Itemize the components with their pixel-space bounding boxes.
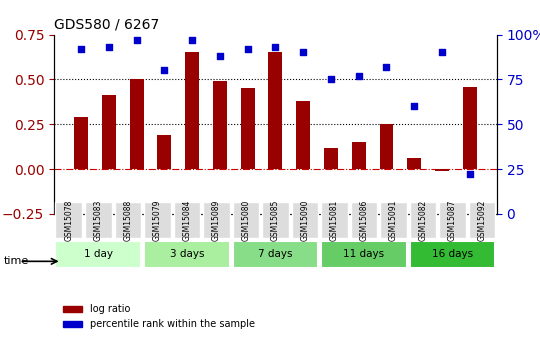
Bar bbox=[380, 124, 393, 169]
Bar bbox=[158, 135, 171, 169]
Point bbox=[188, 37, 197, 43]
Text: 1 day: 1 day bbox=[84, 249, 113, 259]
Text: GSM15080: GSM15080 bbox=[241, 199, 251, 240]
Bar bbox=[296, 101, 310, 169]
Bar bbox=[352, 142, 366, 169]
Bar bbox=[435, 169, 449, 171]
FancyBboxPatch shape bbox=[85, 202, 112, 238]
Text: GSM15090: GSM15090 bbox=[300, 199, 309, 241]
Point bbox=[299, 50, 307, 55]
Text: GSM15089: GSM15089 bbox=[212, 199, 221, 240]
Point bbox=[105, 44, 113, 50]
Text: 16 days: 16 days bbox=[432, 249, 473, 259]
FancyBboxPatch shape bbox=[144, 202, 171, 238]
Bar bbox=[268, 52, 282, 169]
Text: GSM15092: GSM15092 bbox=[477, 199, 487, 240]
FancyBboxPatch shape bbox=[233, 241, 318, 268]
FancyBboxPatch shape bbox=[56, 202, 82, 238]
Text: time: time bbox=[3, 256, 29, 266]
Point bbox=[244, 46, 252, 52]
Text: GSM15083: GSM15083 bbox=[94, 199, 103, 240]
Bar bbox=[102, 96, 116, 169]
Point bbox=[215, 53, 224, 59]
FancyBboxPatch shape bbox=[321, 202, 348, 238]
FancyBboxPatch shape bbox=[203, 202, 230, 238]
FancyBboxPatch shape bbox=[469, 202, 495, 238]
FancyBboxPatch shape bbox=[292, 202, 318, 238]
Point bbox=[327, 77, 335, 82]
FancyBboxPatch shape bbox=[410, 241, 495, 268]
FancyBboxPatch shape bbox=[173, 202, 200, 238]
FancyBboxPatch shape bbox=[262, 202, 289, 238]
FancyBboxPatch shape bbox=[56, 241, 141, 268]
Bar bbox=[241, 88, 254, 169]
Text: GSM15082: GSM15082 bbox=[418, 199, 428, 240]
Legend: log ratio, percentile rank within the sample: log ratio, percentile rank within the sa… bbox=[59, 300, 259, 333]
FancyBboxPatch shape bbox=[439, 202, 466, 238]
Point bbox=[77, 46, 85, 52]
Text: GSM15081: GSM15081 bbox=[330, 199, 339, 240]
Bar bbox=[185, 52, 199, 169]
Point bbox=[465, 172, 474, 177]
Text: 7 days: 7 days bbox=[258, 249, 293, 259]
Bar bbox=[130, 79, 144, 169]
FancyBboxPatch shape bbox=[144, 241, 230, 268]
Text: GSM15085: GSM15085 bbox=[271, 199, 280, 240]
Text: GSM15079: GSM15079 bbox=[153, 199, 162, 241]
Bar bbox=[463, 87, 477, 169]
Point bbox=[382, 64, 391, 70]
FancyBboxPatch shape bbox=[380, 202, 407, 238]
FancyBboxPatch shape bbox=[350, 202, 377, 238]
FancyBboxPatch shape bbox=[114, 202, 141, 238]
Text: 3 days: 3 days bbox=[170, 249, 204, 259]
Text: GDS580 / 6267: GDS580 / 6267 bbox=[54, 18, 159, 32]
Bar bbox=[407, 158, 421, 169]
Text: GSM15078: GSM15078 bbox=[64, 199, 73, 240]
Text: GSM15088: GSM15088 bbox=[123, 199, 132, 240]
Bar bbox=[213, 81, 227, 169]
Text: GSM15084: GSM15084 bbox=[183, 199, 191, 240]
FancyBboxPatch shape bbox=[410, 202, 436, 238]
Bar bbox=[324, 148, 338, 169]
Point bbox=[132, 37, 141, 43]
Point bbox=[410, 104, 418, 109]
Text: GSM15091: GSM15091 bbox=[389, 199, 398, 240]
Point bbox=[437, 50, 446, 55]
FancyBboxPatch shape bbox=[321, 241, 407, 268]
Bar bbox=[74, 117, 88, 169]
Point bbox=[354, 73, 363, 79]
Text: 11 days: 11 days bbox=[343, 249, 384, 259]
Text: GSM15086: GSM15086 bbox=[360, 199, 368, 240]
Point bbox=[271, 44, 280, 50]
Text: GSM15087: GSM15087 bbox=[448, 199, 457, 240]
FancyBboxPatch shape bbox=[233, 202, 259, 238]
Point bbox=[160, 68, 168, 73]
